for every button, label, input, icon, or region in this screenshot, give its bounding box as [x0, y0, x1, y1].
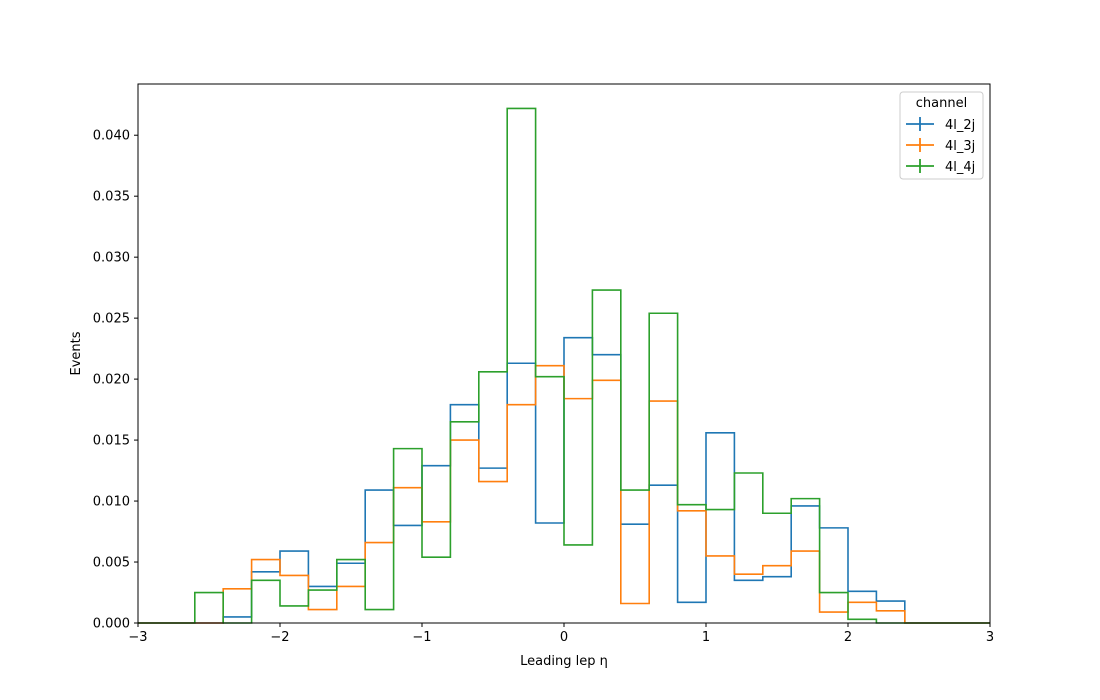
x-tick-label: 1 [702, 630, 710, 645]
legend-title: channel [916, 96, 967, 111]
series-line-4l_4j [138, 107, 990, 624]
y-tick-label: 0.025 [93, 312, 130, 327]
y-axis-ticks: 0.000 0.005 0.010 0.015 0.020 0.025 0.030 0.035… [93, 129, 138, 632]
y-tick-label: 0.030 [93, 251, 130, 266]
x-tick-label: 3 [986, 630, 994, 645]
legend-item-4l_2j: 4l_2j [906, 117, 975, 133]
legend-label: 4l_2j [945, 118, 975, 133]
y-tick-label: 0.005 [93, 556, 130, 571]
legend-items: 4l_2j 4l_3j 4l_4j [906, 117, 975, 175]
legend-item-4l_3j: 4l_3j [906, 138, 975, 154]
y-tick-label: 0.020 [93, 373, 130, 388]
legend-item-4l_4j: 4l_4j [906, 159, 975, 175]
legend-box [899, 91, 984, 180]
x-tick-label: 0 [560, 630, 568, 645]
x-tick-label: −2 [270, 630, 289, 645]
legend-label: 4l_4j [945, 160, 975, 175]
series-layer [138, 107, 990, 624]
legend: channel 4l_2j 4l_3j 4l_4j [899, 91, 984, 180]
y-axis-label: Events [69, 331, 84, 375]
y-tick-label: 0.010 [93, 495, 130, 510]
y-tick-label: 0.000 [93, 617, 130, 632]
y-tick-label: 0.015 [93, 434, 130, 449]
x-tick-label: −3 [128, 630, 147, 645]
x-tick-label: 2 [844, 630, 852, 645]
x-tick-label: −1 [412, 630, 431, 645]
x-axis-label: Leading lep η [520, 654, 608, 669]
y-tick-label: 0.040 [93, 129, 130, 144]
x-axis-ticks: −3 −2 −1 0 1 2 3 [128, 623, 994, 645]
legend-label: 4l_3j [945, 139, 975, 154]
y-tick-label: 0.035 [93, 190, 130, 205]
